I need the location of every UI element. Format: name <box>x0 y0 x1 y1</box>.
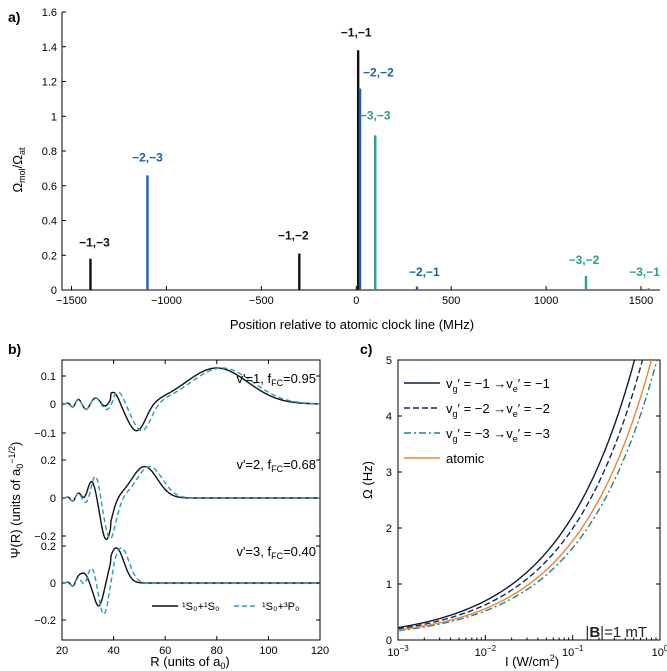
panel-b-ytick-label: −0.2 <box>34 531 56 543</box>
panel-b-ytick-label: 0.1 <box>41 371 56 383</box>
panel-a-ytick-label: 0.4 <box>42 216 57 228</box>
panel-b-xtick-label: 60 <box>159 645 171 657</box>
panel-a-ytick-label: 0.2 <box>42 250 57 262</box>
panel-c-axes: 0 1 2 3 4 5 10−3 10−2 10−1 100 <box>386 355 667 659</box>
panel-b-ytick-label: −0.1 <box>34 428 56 440</box>
panel-a-ytick-label: 1.2 <box>42 77 57 89</box>
panel-c-ytick-label: 4 <box>386 411 392 423</box>
panel-a-ylabel: Ωmol/Ωat <box>10 147 27 193</box>
panel-b-ytick-label: 0 <box>50 578 56 590</box>
panel-a-stem-label: −3,−3 <box>360 109 391 123</box>
panel-c-curve <box>397 359 658 632</box>
panel-a-stem-label: −2,−1 <box>409 265 440 279</box>
panel-b-xtick-label: 40 <box>107 645 119 657</box>
panel-c-xtick-label: 100 <box>652 644 667 659</box>
panel-c-legend: vg′ = −1 →ve′ = −1 vg′ = −2 →ve′ = −2 vg′ … <box>404 376 550 466</box>
panel-b-legend-solid-label: ¹S₀+¹S₀ <box>182 601 220 613</box>
panel-b-legend-dashed-label: ¹S₀+³P₀ <box>262 601 300 613</box>
panel-c: c) 0 1 2 3 4 5 10−3 10−2 10−1 100 Ω (Hz) I (W/cm2… <box>360 341 667 669</box>
panel-a-xtick-label: 1500 <box>629 295 653 307</box>
panel-c-curves <box>397 359 658 632</box>
panel-b-ytick-label: 0.2 <box>41 455 56 467</box>
panel-a-xtick-label: 500 <box>442 295 460 307</box>
panel-c-xtick-label: 10−3 <box>387 644 409 659</box>
panel-b-ytick-label: 0 <box>50 493 56 505</box>
panel-a-xtick-label: −1500 <box>56 295 87 307</box>
panel-b-ytick-label: −0.2 <box>34 615 56 627</box>
panel-a-stem-label: −1,−2 <box>278 229 309 243</box>
panel-b-ylabel: Ψ(R) (units of a0−1/2) <box>7 442 25 559</box>
panel-b-xlabel: R (units of a0) <box>150 654 229 671</box>
panel-a-ytick-label: 0.8 <box>42 146 57 158</box>
panel-c-legend-label: vg′ = −1 →ve′ = −1 <box>446 376 550 394</box>
panel-a-label: a) <box>8 9 20 25</box>
panel-c-legend-label: atomic <box>446 451 485 466</box>
panel-c-curve <box>397 359 636 629</box>
panel-c-ytick-label: 2 <box>386 523 392 535</box>
panel-b-curve-solid <box>63 547 320 607</box>
panel-a-stem-label: −1,−1 <box>341 25 372 39</box>
panel-b-ytick-label: 0.2 <box>41 541 56 553</box>
panel-b-xtick-label: 20 <box>56 645 68 657</box>
panel-b-curve-solid <box>63 367 321 432</box>
panel-a-ytick-label: 1.6 <box>42 7 57 19</box>
panel-a-ytick-label: 0 <box>51 285 57 297</box>
panel-a-xtick-label: −500 <box>249 295 274 307</box>
panel-a-stem-label: −2,−3 <box>132 150 163 164</box>
panel-b-xtick-label: 120 <box>311 645 329 657</box>
panel-c-ytick-label: 5 <box>386 355 392 367</box>
panel-b-row-labels: v'=1, fFC=0.95 v'=2, fFC=0.68 v'=3, fFC=0.… <box>236 371 316 561</box>
panel-a-stem-label: −3,−2 <box>569 253 600 267</box>
panel-c-xtick-label: 10−2 <box>475 644 497 659</box>
panel-a-xtick-label: −1000 <box>151 295 182 307</box>
panel-b-curves <box>63 367 321 615</box>
panel-b-label: b) <box>8 341 21 357</box>
panel-b-row-label: v'=1, fFC=0.95 <box>236 371 316 388</box>
panel-a-stem-label: −3,−1 <box>629 265 660 279</box>
panel-c-annotation: |B|=1 mT <box>585 624 647 641</box>
panel-c-label: c) <box>360 341 372 357</box>
panel-c-legend-label: vg′ = −3 →ve′ = −3 <box>446 426 550 444</box>
panel-c-legend-label: vg′ = −2 →ve′ = −2 <box>446 401 550 419</box>
panel-b-curve-dashed <box>63 367 321 432</box>
panel-a-xlabel: Position relative to atomic clock line (… <box>230 317 474 332</box>
panel-a-stems: −1,−3 −2,−3 −1,−2 −1,−1 −2,−2 −3,−3 −2,−1 −3,−2… <box>79 25 660 290</box>
panel-c-ytick-label: 0 <box>386 635 392 647</box>
panel-a-xtick-label: 0 <box>353 295 359 307</box>
panel-c-xtick-label: 10−1 <box>562 644 584 659</box>
panel-b-row-label: v'=2, fFC=0.68 <box>236 457 316 474</box>
panel-a-axes: −1500 −1000 −500 0 500 1000 1500 0 0.2 0.4 0.6 0.8 1… <box>42 7 660 307</box>
panel-a: a) −1500 −1000 −500 0 500 1000 1500 0 0.2 0.4 0.6 0… <box>8 7 660 332</box>
panel-b-xtick-label: 100 <box>259 645 277 657</box>
panel-a-stem-label: −1,−3 <box>79 236 110 250</box>
panel-c-ytick-label: 1 <box>386 579 392 591</box>
panel-b-curve-dashed <box>63 465 320 540</box>
panel-a-stem-label: −2,−2 <box>363 65 394 79</box>
panel-c-xlabel: I (W/cm2) <box>505 653 559 669</box>
panel-c-ylabel: Ω (Hz) <box>360 461 375 499</box>
panel-c-curve <box>397 359 653 631</box>
panel-a-ytick-label: 1.4 <box>42 42 57 54</box>
panel-b-ytick-label: 0 <box>50 399 56 411</box>
panel-a-ytick-label: 0.6 <box>42 181 57 193</box>
panel-b-frame <box>61 359 321 641</box>
panel-b-xtick-label: 80 <box>211 645 223 657</box>
panel-b-legend: ¹S₀+¹S₀ ¹S₀+³P₀ <box>152 601 300 613</box>
panel-c-ytick-label: 3 <box>386 467 392 479</box>
panel-c-frame <box>397 359 661 641</box>
panel-a-ytick-label: 1 <box>51 111 57 123</box>
panel-a-xtick-label: 1000 <box>534 295 558 307</box>
panel-b: b) 20 40 60 80 100 1200.10−0.10.20−0.20.20−0.… <box>7 341 329 671</box>
panel-b-curve-dashed <box>63 547 320 615</box>
panel-b-row-label: v'=3, fFC=0.40 <box>236 544 316 561</box>
panel-c-curve <box>397 359 644 630</box>
